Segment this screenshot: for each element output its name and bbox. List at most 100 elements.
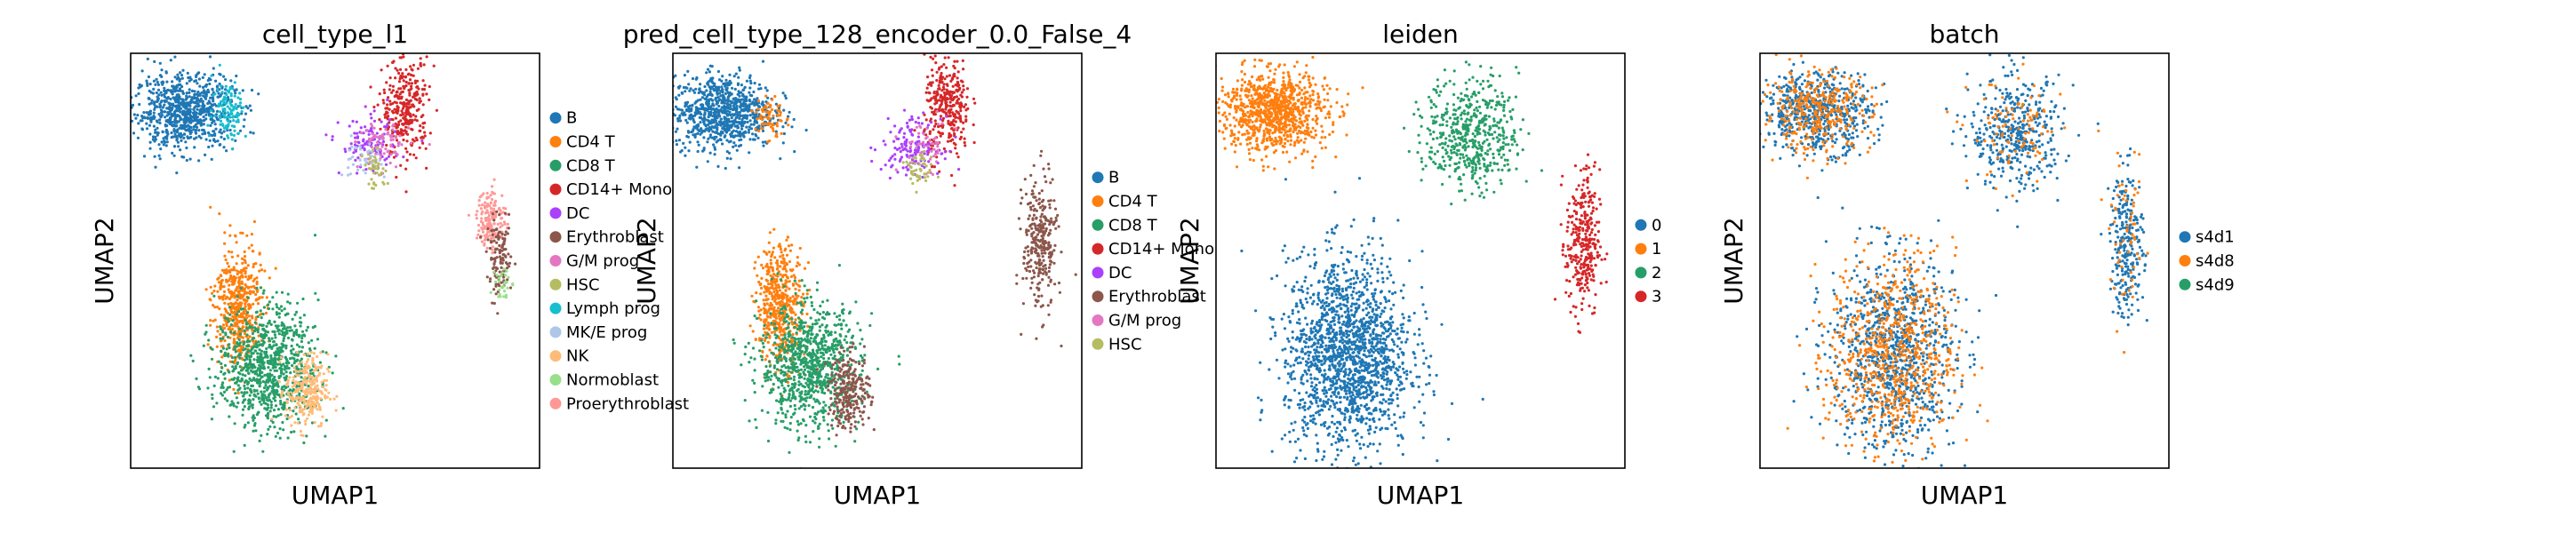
- data-point: [256, 355, 260, 359]
- data-point: [507, 212, 511, 216]
- data-point: [702, 115, 707, 120]
- data-point: [696, 140, 700, 144]
- data-point: [915, 150, 919, 154]
- data-point: [385, 81, 388, 84]
- data-point: [305, 329, 308, 332]
- data-point: [241, 261, 244, 265]
- data-point: [224, 310, 228, 314]
- data-point: [283, 307, 286, 311]
- data-point: [236, 325, 240, 329]
- data-point: [262, 394, 267, 397]
- data-point: [299, 386, 303, 391]
- data-point: [235, 405, 238, 409]
- data-point: [761, 140, 765, 144]
- data-point: [405, 105, 409, 108]
- data-point: [249, 108, 252, 112]
- data-point: [233, 347, 236, 351]
- data-point: [964, 118, 968, 122]
- data-point: [964, 115, 968, 118]
- data-point: [374, 135, 378, 139]
- data-point: [204, 97, 208, 100]
- data-point: [409, 141, 412, 145]
- data-point: [743, 85, 747, 90]
- data-point: [684, 107, 689, 112]
- data-point: [948, 74, 952, 77]
- data-point: [230, 280, 235, 283]
- data-point: [930, 165, 934, 169]
- data-point: [319, 397, 323, 401]
- data-point: [748, 74, 752, 77]
- data-point: [932, 90, 936, 94]
- data-point: [252, 279, 255, 282]
- data-point: [268, 410, 272, 413]
- data-point: [158, 118, 162, 122]
- data-point: [478, 195, 482, 199]
- data-point: [236, 384, 240, 387]
- data-point: [312, 396, 316, 401]
- data-point: [244, 318, 247, 322]
- data-point: [738, 166, 741, 170]
- data-point: [173, 132, 177, 136]
- data-point: [310, 387, 314, 391]
- data-point: [909, 177, 913, 180]
- data-point: [492, 192, 496, 195]
- data-point: [894, 168, 898, 171]
- data-point: [208, 82, 212, 86]
- data-point: [410, 73, 413, 77]
- data-point: [146, 82, 149, 85]
- data-point: [927, 160, 931, 163]
- data-point: [435, 108, 438, 112]
- data-point: [919, 157, 923, 161]
- data-point: [412, 95, 415, 99]
- data-point: [145, 122, 148, 125]
- data-point: [925, 86, 929, 90]
- data-point: [387, 96, 390, 99]
- data-point: [952, 129, 956, 132]
- data-point: [247, 371, 251, 375]
- data-point: [348, 157, 352, 161]
- data-point: [390, 91, 394, 94]
- data-point: [286, 361, 290, 364]
- data-point: [492, 266, 495, 270]
- data-point: [418, 97, 421, 100]
- data-point: [378, 92, 381, 96]
- data-point: [703, 111, 707, 115]
- data-point: [386, 123, 389, 126]
- data-point: [215, 115, 219, 119]
- data-point: [493, 251, 497, 254]
- data-point: [500, 232, 504, 235]
- data-point: [282, 372, 285, 376]
- data-point: [196, 107, 199, 111]
- data-point: [694, 106, 698, 109]
- data-point: [252, 330, 257, 333]
- data-point: [230, 276, 234, 280]
- data-point: [263, 269, 267, 273]
- data-point: [211, 393, 214, 396]
- data-point: [288, 376, 292, 379]
- data-point: [250, 384, 253, 387]
- data-point: [494, 284, 498, 288]
- data-point: [733, 107, 737, 110]
- data-point: [156, 83, 160, 86]
- data-point: [286, 326, 290, 330]
- data-point: [484, 219, 488, 222]
- data-point: [255, 345, 259, 348]
- data-point: [153, 102, 156, 107]
- data-point: [704, 124, 708, 128]
- data-point: [182, 132, 187, 136]
- data-point: [764, 86, 767, 90]
- data-point: [678, 84, 682, 88]
- data-point: [734, 116, 738, 120]
- data-point: [243, 259, 246, 262]
- data-point: [232, 367, 236, 371]
- data-point: [424, 147, 428, 150]
- data-point: [226, 111, 229, 115]
- data-point: [492, 301, 496, 306]
- data-point: [476, 223, 481, 227]
- data-point: [956, 60, 959, 63]
- data-point: [314, 402, 317, 406]
- data-point: [743, 99, 748, 102]
- data-point: [228, 283, 231, 287]
- data-point: [687, 83, 691, 86]
- data-point: [500, 271, 505, 274]
